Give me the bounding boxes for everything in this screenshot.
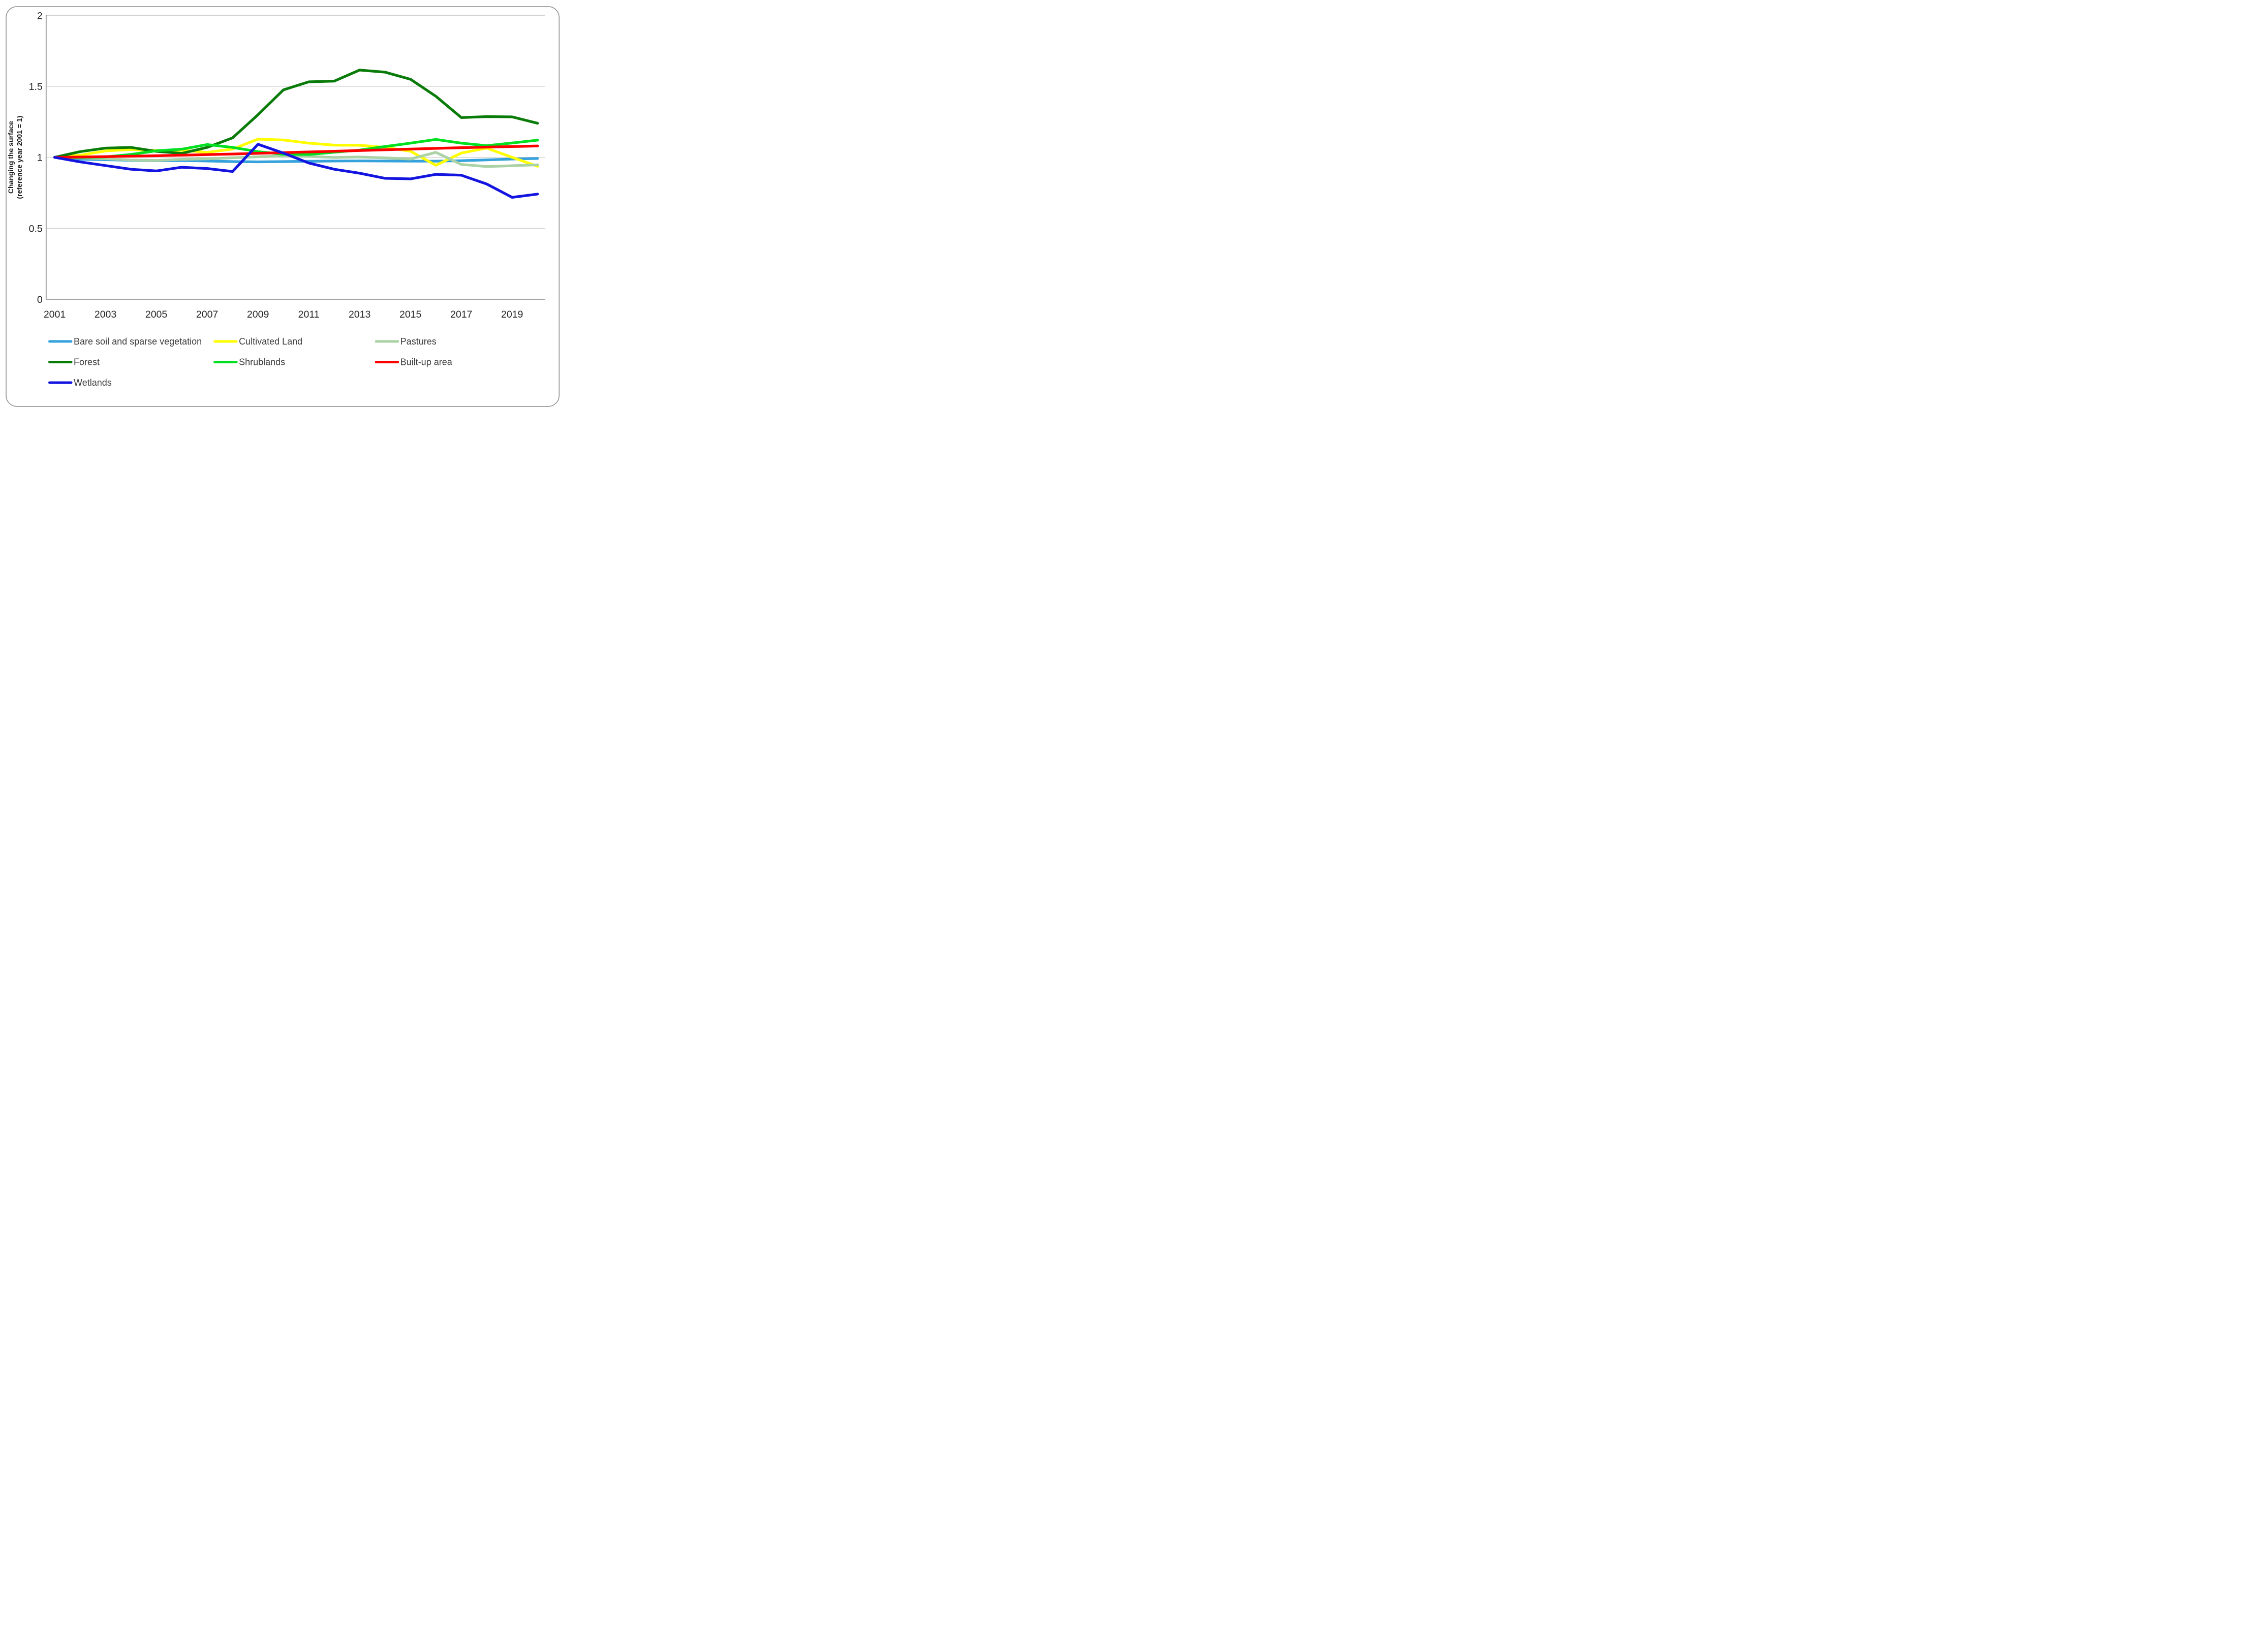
y-axis-title: Changing the surface (reference year 200… xyxy=(7,116,23,199)
axes xyxy=(45,15,545,300)
y-axis-title-line1: Changing the surface xyxy=(7,121,15,194)
legend-item-bare-soil-and-sparse-vegetation: Bare soil and sparse vegetation xyxy=(48,336,202,347)
series-line-wetlands xyxy=(53,143,539,199)
x-tick-label: 2003 xyxy=(95,309,116,320)
y-tick-label: 2 xyxy=(37,10,43,21)
series-line-shrublands xyxy=(53,138,539,159)
series-line-forest xyxy=(53,69,539,159)
y-tick-label: 1 xyxy=(37,152,43,164)
series-line-built-up-area xyxy=(53,144,539,159)
x-tick-label: 2013 xyxy=(349,309,370,320)
x-tick-label: 2011 xyxy=(298,309,320,320)
legend-label-built-up-area: Built-up area xyxy=(400,357,453,367)
legend-item-wetlands: Wetlands xyxy=(48,378,112,388)
legend-label-wetlands: Wetlands xyxy=(74,378,112,388)
figure: 2001 2003 2005 2007 2009 2011 2013 2015 2017 2019… xyxy=(0,0,566,413)
x-axis-labels: 2001 2003 2005 2007 2009 2011 2013 2015 2017 2019 xyxy=(44,309,523,320)
x-tick-label: 2019 xyxy=(501,309,523,320)
legend-item-built-up-area: Built-up area xyxy=(375,357,453,367)
x-tick-label: 2009 xyxy=(247,309,269,320)
legend: Bare soil and sparse vegetation Cultivate… xyxy=(48,336,453,388)
y-tick-label: 1.5 xyxy=(29,81,43,92)
y-axis-labels: 0 0.5 1 1.5 2 xyxy=(29,10,43,305)
x-tick-label: 2017 xyxy=(450,309,472,320)
line-chart: 2001 2003 2005 2007 2009 2011 2013 2015 2017 2019… xyxy=(6,6,560,407)
legend-item-shrublands: Shrublands xyxy=(213,357,285,367)
legend-item-pastures: Pastures xyxy=(375,336,437,347)
x-tick-label: 2007 xyxy=(196,309,218,320)
legend-label-forest: Forest xyxy=(74,357,100,367)
y-axis-title-line2: (reference year 2001 = 1) xyxy=(15,116,23,199)
x-tick-label: 2015 xyxy=(399,309,422,320)
legend-label-bare-soil-and-sparse-vegetation: Bare soil and sparse vegetation xyxy=(74,336,202,347)
series-line-cultivated-land xyxy=(53,138,539,168)
legend-label-shrublands: Shrublands xyxy=(239,357,285,367)
legend-item-cultivated-land: Cultivated Land xyxy=(213,336,302,347)
series-line-pastures xyxy=(53,151,539,168)
legend-label-pastures: Pastures xyxy=(400,336,437,347)
y-tick-label: 0 xyxy=(37,294,43,305)
x-tick-label: 2005 xyxy=(145,309,168,320)
legend-label-cultivated-land: Cultivated Land xyxy=(239,336,302,347)
series-lines xyxy=(53,69,539,199)
figure-border xyxy=(6,6,560,407)
y-tick-label: 0.5 xyxy=(29,223,43,234)
x-tick-label: 2001 xyxy=(44,309,66,320)
legend-item-forest: Forest xyxy=(48,357,100,367)
